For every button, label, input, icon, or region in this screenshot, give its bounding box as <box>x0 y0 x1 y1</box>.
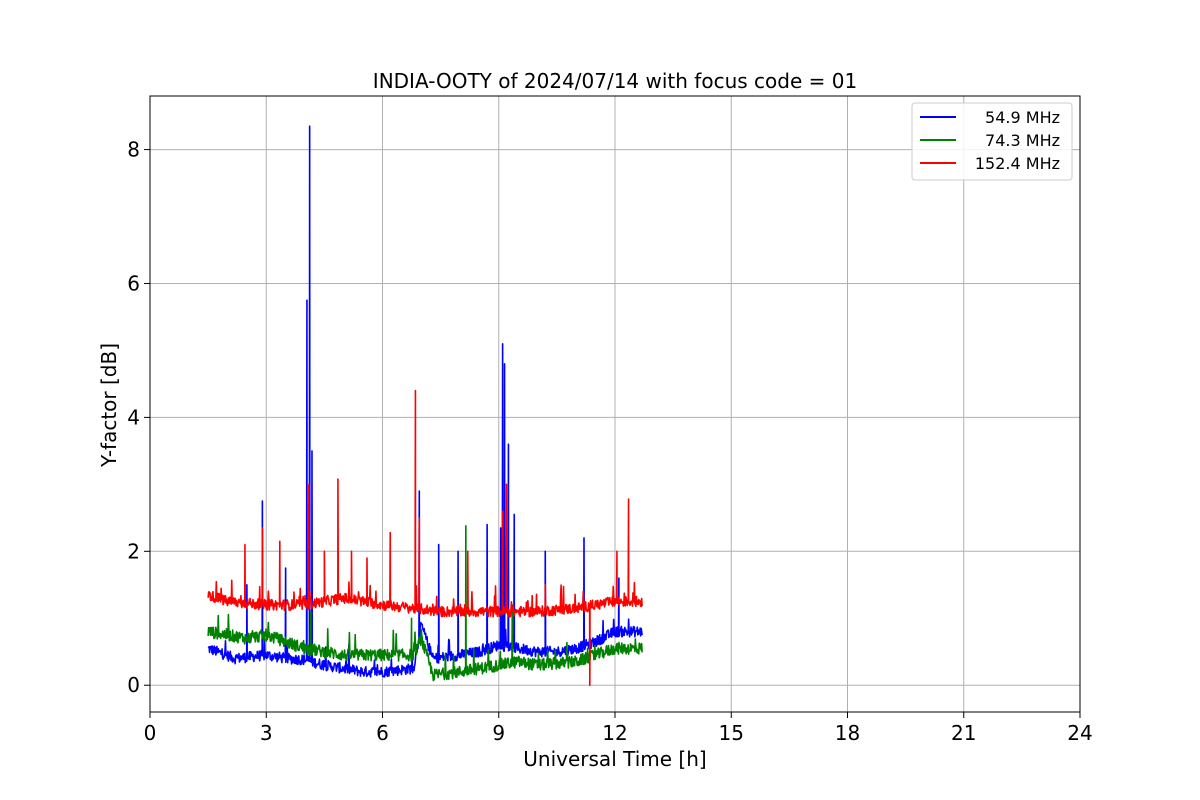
legend: 54.9 MHz 74.3 MHz 152.4 MHz <box>911 102 1073 181</box>
x-tick-label: 3 <box>260 721 273 745</box>
x-axis-label: Universal Time [h] <box>523 747 706 771</box>
x-tick-label: 18 <box>835 721 860 745</box>
series-group <box>207 125 643 687</box>
x-tick-label: 6 <box>376 721 389 745</box>
x-tick-label: 15 <box>719 721 744 745</box>
chart-title: INDIA-OOTY of 2024/07/14 with focus code… <box>373 69 857 93</box>
y-tick-label: 6 <box>127 271 140 295</box>
series-line-1 <box>207 125 643 678</box>
y-axis-label: Y-factor [dB] <box>97 343 121 468</box>
x-tick-label: 9 <box>492 721 505 745</box>
series-line-3 <box>207 389 643 687</box>
y-tick-label: 8 <box>127 138 140 162</box>
x-tick-label: 12 <box>602 721 627 745</box>
y-tick-label: 2 <box>127 539 140 563</box>
legend-label: 54.9 MHz <box>985 108 1060 127</box>
y-tick-label: 4 <box>127 405 140 429</box>
y-tick-label: 0 <box>127 673 140 697</box>
legend-box <box>911 102 1073 181</box>
x-tick-label: 0 <box>144 721 157 745</box>
x-tick-label: 24 <box>1067 721 1092 745</box>
legend-label: 74.3 MHz <box>985 131 1060 150</box>
series-line-2 <box>207 525 643 682</box>
legend-label: 152.4 MHz <box>975 154 1060 173</box>
x-tick-label: 21 <box>951 721 976 745</box>
